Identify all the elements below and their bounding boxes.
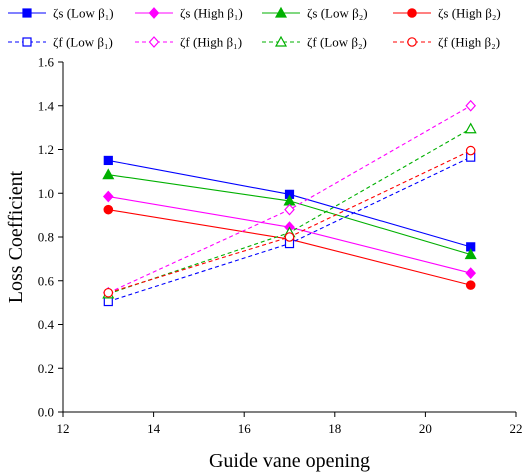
data-point xyxy=(465,280,476,290)
y-tick-label: 0.8 xyxy=(38,230,54,245)
data-point xyxy=(465,267,477,279)
y-tick-label: 0.0 xyxy=(38,405,54,420)
legend-marker xyxy=(148,36,160,48)
legend-label: ζf (Low β₁) xyxy=(53,35,113,50)
legend-marker xyxy=(274,35,288,47)
legend-entry: ζs (Low β₂) xyxy=(262,6,368,21)
y-tick-label: 0.6 xyxy=(38,273,55,288)
legend-marker xyxy=(148,7,160,19)
legend-entry: ζf (High β₁) xyxy=(135,35,242,50)
data-point xyxy=(103,287,114,298)
legend-label: ζs (High β₁) xyxy=(180,6,243,21)
series-8 xyxy=(103,145,476,298)
legend-label: ζs (Low β₂) xyxy=(307,6,368,21)
legend-entry: ζs (High β₁) xyxy=(135,6,243,21)
legend-marker xyxy=(22,8,32,18)
data-point xyxy=(102,168,115,180)
legend-label: ζf (High β₂) xyxy=(438,35,500,50)
data-point xyxy=(465,145,476,156)
y-tick-label: 1.6 xyxy=(38,55,55,70)
legend-label: ζs (Low β₁) xyxy=(53,6,114,21)
data-point xyxy=(464,122,477,134)
legend-marker xyxy=(407,37,417,47)
legend-label: ζf (High β₁) xyxy=(180,35,242,50)
y-tick-label: 1.2 xyxy=(38,142,54,157)
series-layer xyxy=(102,99,477,307)
y-tick-label: 0.2 xyxy=(38,361,54,376)
data-point xyxy=(284,232,295,242)
legend-entry: ζs (High β₂) xyxy=(393,6,501,21)
x-tick-label: 20 xyxy=(419,421,432,436)
data-point xyxy=(103,155,113,166)
y-tick-label: 0.4 xyxy=(38,317,55,332)
x-tick-label: 22 xyxy=(510,421,523,436)
data-point xyxy=(103,296,113,307)
x-tick-label: 18 xyxy=(328,421,341,436)
legend-entry: ζf (Low β₂) xyxy=(262,35,367,50)
data-point xyxy=(464,248,477,260)
plot-area: 0.0 0.2 0.4 0.6 0.8 1.0 1.2 1.4 1.6 12 14 16 18 20 22 xyxy=(38,55,523,437)
y-tick-label: 1.0 xyxy=(38,186,54,201)
data-point xyxy=(465,99,477,112)
x-tick-label: 16 xyxy=(238,421,252,436)
legend-label: ζs (High β₂) xyxy=(438,6,501,21)
y-tick-label: 1.4 xyxy=(38,98,55,113)
legend-entry: ζf (High β₂) xyxy=(393,35,500,50)
y-axis-title: Loss Coefficient xyxy=(5,170,27,303)
legend-marker xyxy=(407,8,417,18)
x-tick-label: 14 xyxy=(147,421,161,436)
data-point xyxy=(284,203,295,216)
legend-marker xyxy=(22,37,32,47)
axes: 0.0 0.2 0.4 0.6 0.8 1.0 1.2 1.4 1.6 12 14 16 18 20 22 xyxy=(38,55,523,437)
legend-entry: ζf (Low β₁) xyxy=(8,35,113,50)
legend-entry: ζs (Low β₁) xyxy=(8,6,114,21)
x-axis-title: Guide vane opening xyxy=(209,450,370,472)
legend-marker xyxy=(274,6,288,18)
data-point xyxy=(102,190,114,203)
legend: ζs (Low β₁) ζs (High β₁) ζs (Low β₂) ζs (Hi… xyxy=(8,6,501,50)
data-point xyxy=(103,204,114,215)
x-tick-label: 12 xyxy=(57,421,70,436)
legend-label: ζf (Low β₂) xyxy=(307,35,367,50)
